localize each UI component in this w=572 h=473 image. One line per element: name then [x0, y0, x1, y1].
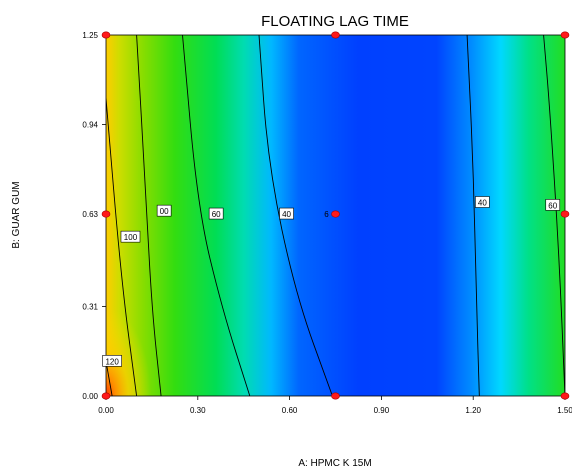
contour-label-box [545, 199, 561, 211]
contour-label-100: 100 [120, 230, 141, 243]
design-point [331, 392, 340, 400]
contour-line-100 [106, 98, 138, 396]
contour-labels: 120 100 00 60 40 40 60 [102, 196, 561, 367]
contour-label-text: 100 [124, 233, 138, 242]
contour-label-box [279, 207, 294, 220]
contour-label-text: 60 [548, 201, 557, 210]
x-tick-label: 1.20 [465, 406, 481, 415]
y-axis-label: B: GUAR GUM [11, 181, 22, 248]
contour-label-box [102, 355, 122, 367]
center-point-label: 6 [324, 210, 329, 219]
x-tick-label: 0.60 [282, 406, 298, 415]
contour-label-text: 40 [282, 210, 291, 219]
y-tick-label: 0.94 [82, 121, 98, 130]
contour-label-box [156, 204, 172, 217]
y-tick-label: 0.31 [82, 302, 98, 311]
contour-line-40 [466, 35, 480, 396]
contour-label-box [120, 230, 141, 243]
y-tick-label: 1.25 [82, 31, 98, 40]
x-axis-label: A: HPMC K 15M [298, 458, 371, 469]
y-tick-label: 0.00 [82, 392, 98, 401]
contour-label-80: 00 [156, 204, 172, 217]
design-point [101, 31, 111, 39]
contour-label-40: 40 [279, 207, 294, 220]
contour-label-40: 40 [475, 196, 490, 208]
x-tick-label: 1.50 [557, 406, 572, 415]
design-point [560, 392, 570, 400]
contour-label-60: 60 [545, 199, 561, 211]
contour-label-box [208, 207, 224, 220]
design-point [101, 392, 111, 400]
contour-label-text: 00 [160, 207, 169, 216]
contour-label-120: 120 [102, 355, 122, 367]
design-point [101, 210, 111, 218]
x-tick-label: 0.90 [374, 406, 390, 415]
design-point [331, 31, 340, 39]
contour-label-text: 120 [105, 357, 119, 366]
x-tick-label: 0.30 [190, 406, 206, 415]
contour-label-box [475, 196, 490, 208]
contour-label-60: 60 [208, 207, 224, 220]
x-tick-label: 0.00 [98, 406, 114, 415]
contour-line-60 [543, 35, 565, 396]
design-point [560, 210, 570, 218]
contour-label-text: 40 [478, 199, 487, 208]
contour-lines [106, 35, 565, 396]
design-points: 6 [101, 31, 570, 400]
contour-line-60 [182, 35, 251, 396]
plot-surface [106, 35, 565, 396]
y-tick-label: 0.63 [82, 210, 98, 219]
contour-line-40 [258, 35, 333, 396]
contour-label-text: 60 [212, 210, 221, 219]
design-point [331, 210, 340, 218]
design-point [560, 31, 570, 39]
contour-line-80 [136, 35, 162, 396]
chart-title: FLOATING LAG TIME [261, 13, 409, 30]
